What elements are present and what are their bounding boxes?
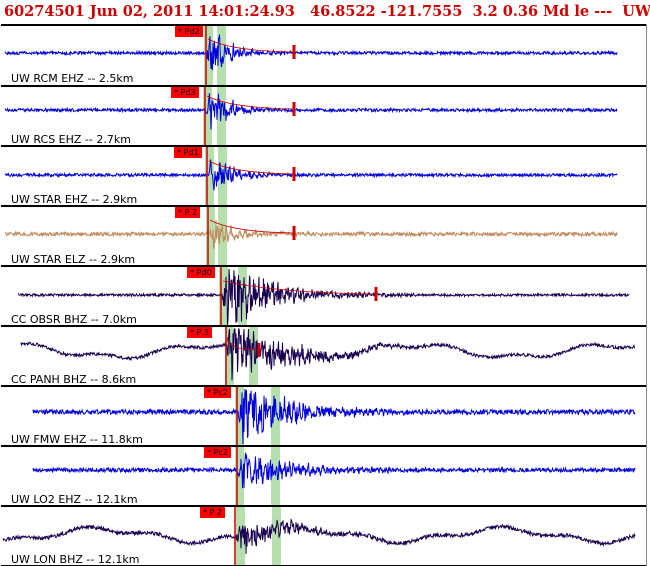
coda-fit-curve <box>227 336 260 351</box>
pick-tag[interactable]: * Pd3 <box>171 87 199 98</box>
waveform-trace <box>4 159 618 191</box>
coda-end-marker <box>374 287 378 301</box>
pick-window-band <box>203 87 212 147</box>
pick-window-band <box>217 87 226 147</box>
trace-panel[interactable]: * Pd3 UW RCS EHZ -- 2.7km <box>1 85 646 147</box>
pick-window-band <box>235 447 244 507</box>
coda-fit-curve <box>206 95 295 110</box>
pick-window-band <box>272 507 281 566</box>
trace-panel[interactable]: * Pd0 CC OBSR BHZ -- 7.0km <box>1 265 646 327</box>
waveform-plot <box>2 507 636 566</box>
waveform-plot <box>18 267 630 327</box>
event-header: 60274501 Jun 02, 2011 14:01:24.93 46.852… <box>4 3 650 20</box>
waveform-trace <box>32 388 636 445</box>
waveform-plot <box>32 447 636 507</box>
waveform-trace <box>4 34 618 72</box>
waveform-plot <box>32 387 636 447</box>
pick-tag[interactable]: * Pc2 <box>204 387 231 398</box>
pick-window-band <box>225 327 234 387</box>
pick-window-band <box>218 207 227 267</box>
coda-end-marker <box>292 102 296 116</box>
waveform-trace <box>4 220 618 250</box>
trace-panel[interactable]: * Pd1 UW STAR EHZ -- 2.9km <box>1 145 646 207</box>
coda-end-marker <box>257 343 261 357</box>
coda-fit-curve <box>208 160 295 175</box>
trace-panel[interactable]: * P 2 UW STAR ELZ -- 2.9km <box>1 205 646 267</box>
waveform-trace <box>4 93 618 130</box>
station-label: CC OBSR BHZ -- 7.0km <box>11 313 137 326</box>
trace-panel[interactable]: * P 2 UW LON BHZ -- 12.1km <box>1 505 646 566</box>
waveform-trace <box>32 452 636 489</box>
trace-panel[interactable]: * Pd2 UW RCM EHZ -- 2.5km <box>1 24 646 87</box>
waveform-trace <box>20 328 636 381</box>
pick-window-band <box>235 387 244 447</box>
waveform-plot <box>4 26 618 87</box>
trace-panels: * Pd2 UW RCM EHZ -- 2.5km * Pd3 UW RCS E… <box>0 24 650 566</box>
pick-tag[interactable]: * P 2 <box>200 507 225 518</box>
waveform-plot <box>4 87 618 147</box>
station-label: UW RCM EHZ -- 2.5km <box>11 72 134 85</box>
waveform-plot <box>20 327 636 387</box>
waveform-plot <box>4 147 618 207</box>
coda-end-marker <box>292 45 296 59</box>
right-border <box>646 24 647 566</box>
pick-tag[interactable]: * Pd2 <box>175 26 203 37</box>
pick-tag[interactable]: * Pc2 <box>204 447 231 458</box>
trace-panel[interactable]: * P 3 CC PANH BHZ -- 8.6km <box>1 325 646 387</box>
coda-fit-curve <box>222 280 377 295</box>
waveform-trace <box>18 268 630 326</box>
pick-window-band <box>205 147 214 207</box>
station-label: UW RCS EHZ -- 2.7km <box>11 133 131 146</box>
trace-panel[interactable]: * Pc2 UW LO2 EHZ -- 12.1km <box>1 445 646 507</box>
coda-fit-curve <box>209 219 295 234</box>
waveform-plot <box>4 207 618 267</box>
coda-end-marker <box>292 167 296 181</box>
pick-window-band <box>271 447 280 507</box>
pick-window-band <box>217 26 226 87</box>
station-label: UW FMW EHZ -- 11.8km <box>11 433 143 446</box>
waveform-trace <box>2 518 636 555</box>
pick-tag[interactable]: * P 2 <box>175 207 200 218</box>
station-label: CC PANH BHZ -- 8.6km <box>11 373 137 386</box>
station-label: UW LON BHZ -- 12.1km <box>11 553 140 566</box>
pick-tag[interactable]: * Pd0 <box>187 267 215 278</box>
station-label: UW STAR EHZ -- 2.9km <box>11 193 138 206</box>
coda-fit-curve <box>207 38 295 53</box>
pick-window-band <box>249 327 258 387</box>
station-label: UW STAR ELZ -- 2.9km <box>11 253 136 266</box>
station-label: UW LO2 EHZ -- 12.1km <box>11 493 138 506</box>
pick-window-band <box>271 387 280 447</box>
pick-tag[interactable]: * P 3 <box>187 327 212 338</box>
pick-tag[interactable]: * Pd1 <box>174 147 202 158</box>
coda-end-marker <box>292 226 296 240</box>
trace-panel[interactable]: * Pc2 UW FMW EHZ -- 11.8km <box>1 385 646 447</box>
